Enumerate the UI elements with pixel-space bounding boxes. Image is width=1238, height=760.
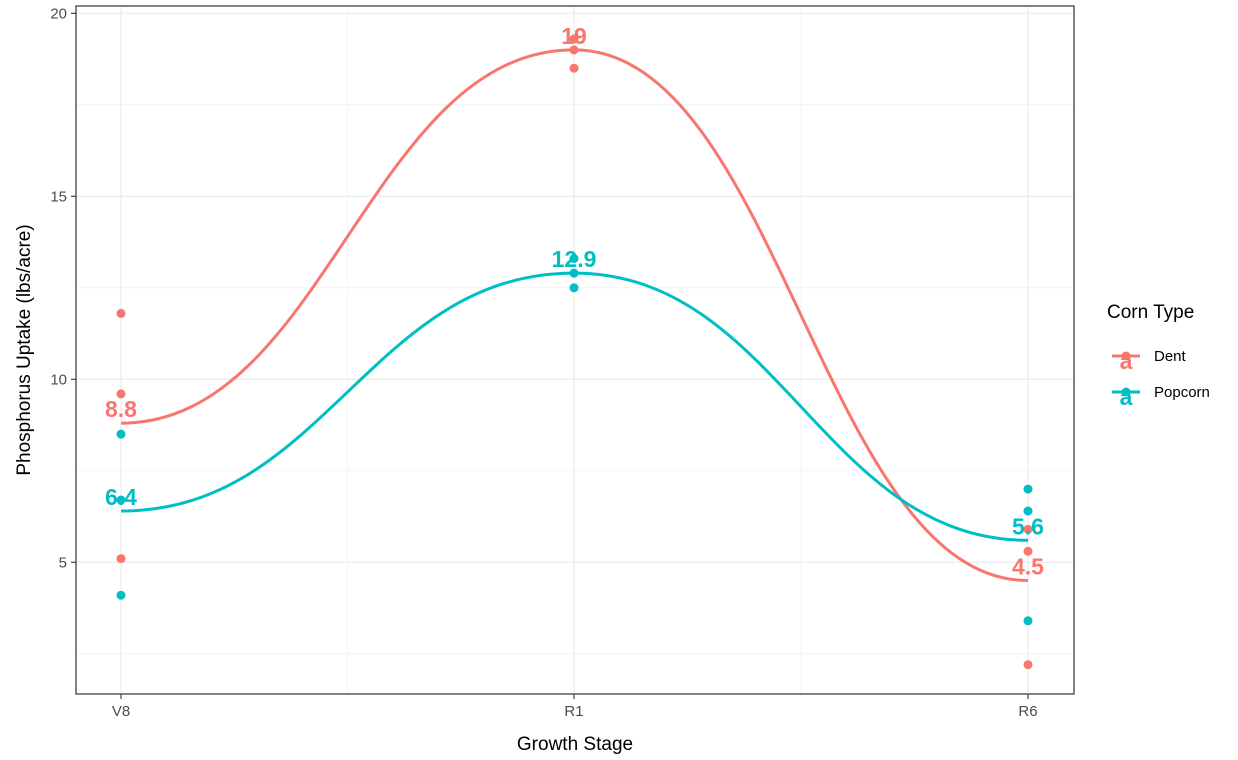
data-point-dent [1023,660,1033,670]
data-point-popcorn [1023,616,1033,626]
y-tick-label: 20 [50,5,67,22]
data-point-dent [569,45,579,55]
data-label-popcorn: 5.6 [1012,513,1044,539]
data-point-dent [116,308,126,318]
legend-key-point-dent [1121,351,1131,361]
data-point-dent [569,63,579,73]
plot-panel-border [75,5,1075,695]
legend-title: Corn Type [1107,302,1194,323]
data-point-dent [569,34,579,44]
legend-key-glyph-dent: a [1120,348,1133,374]
legend-keys: a Dent a Popcorn [1112,348,1210,410]
data-label-dent: 4.5 [1012,554,1044,580]
y-axis-ticks: 5 10 15 20 [50,5,76,571]
data-label-dent: 19 [561,23,587,49]
data-point-popcorn [569,254,579,264]
x-tick-label: R6 [1018,703,1037,720]
legend: Corn Type a Dent a Popcorn [1107,302,1210,410]
data-label-popcorn: 6.4 [105,484,137,510]
data-point-popcorn [569,283,579,293]
y-tick-label: 5 [59,554,67,571]
data-label-dent: 8.8 [105,396,137,422]
y-tick-label: 15 [50,188,67,205]
x-tick-label: R1 [564,703,583,720]
x-axis-ticks: V8 R1 R6 [112,694,1038,720]
x-axis-title: Growth Stage [517,734,633,755]
data-point-popcorn [1023,484,1033,494]
points-layer [116,34,1033,670]
legend-label-dent: Dent [1154,348,1187,365]
data-point-popcorn [1023,506,1033,516]
data-point-popcorn [569,268,579,278]
legend-key-point-popcorn [1121,387,1131,397]
data-point-dent [1023,524,1033,534]
data-point-popcorn [116,495,126,505]
y-axis-title: Phosphorus Uptake (lbs/acre) [14,224,35,475]
data-point-dent [1023,546,1033,556]
legend-key-glyph-popcorn: a [1120,384,1133,410]
data-point-dent [116,389,126,399]
plot-panel-background [76,6,1074,694]
legend-label-popcorn: Popcorn [1154,384,1210,401]
data-label-popcorn: 12.9 [552,246,597,272]
x-tick-label: V8 [112,703,130,720]
data-labels-layer: 8.8 19 4.5 6.4 12.9 5.6 [105,23,1044,580]
series-line-dent [120,48,1029,583]
data-point-dent [116,554,126,564]
data-point-popcorn [116,429,126,439]
y-tick-label: 10 [50,371,67,388]
data-point-popcorn [116,590,126,600]
